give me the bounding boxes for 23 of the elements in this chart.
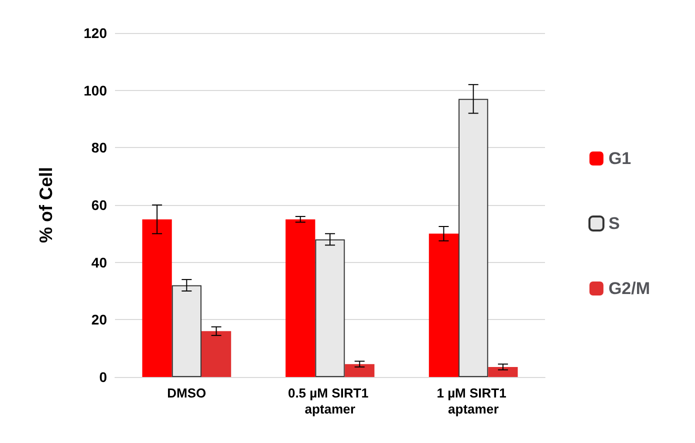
y-tick-label: 20 xyxy=(91,312,108,328)
legend-label: G1 xyxy=(608,149,632,168)
y-tick-label: 100 xyxy=(84,82,108,98)
y-tick-label: 40 xyxy=(91,254,108,270)
x-tick-label: 0.5 µM SIRT1 aptamer xyxy=(288,386,372,416)
bar xyxy=(142,219,172,377)
y-tick-label: 0 xyxy=(99,369,108,385)
bar xyxy=(344,364,374,377)
bar xyxy=(488,366,518,377)
y-axis-title: % of Cell xyxy=(36,166,56,244)
y-tick-label: 80 xyxy=(91,140,108,156)
y-tick-label: 60 xyxy=(91,197,108,213)
x-tick-label: DMSO xyxy=(167,386,206,400)
legend-label: S xyxy=(608,214,620,233)
bar xyxy=(315,239,345,377)
bar xyxy=(458,98,488,377)
bar xyxy=(172,285,202,377)
bar xyxy=(201,331,232,377)
bar xyxy=(428,234,459,377)
x-tick-label: 1 µM SIRT1 aptamer xyxy=(436,386,510,416)
legend-label: G2/M xyxy=(608,279,650,298)
bar xyxy=(286,219,316,377)
y-tick-label: 120 xyxy=(84,25,108,41)
